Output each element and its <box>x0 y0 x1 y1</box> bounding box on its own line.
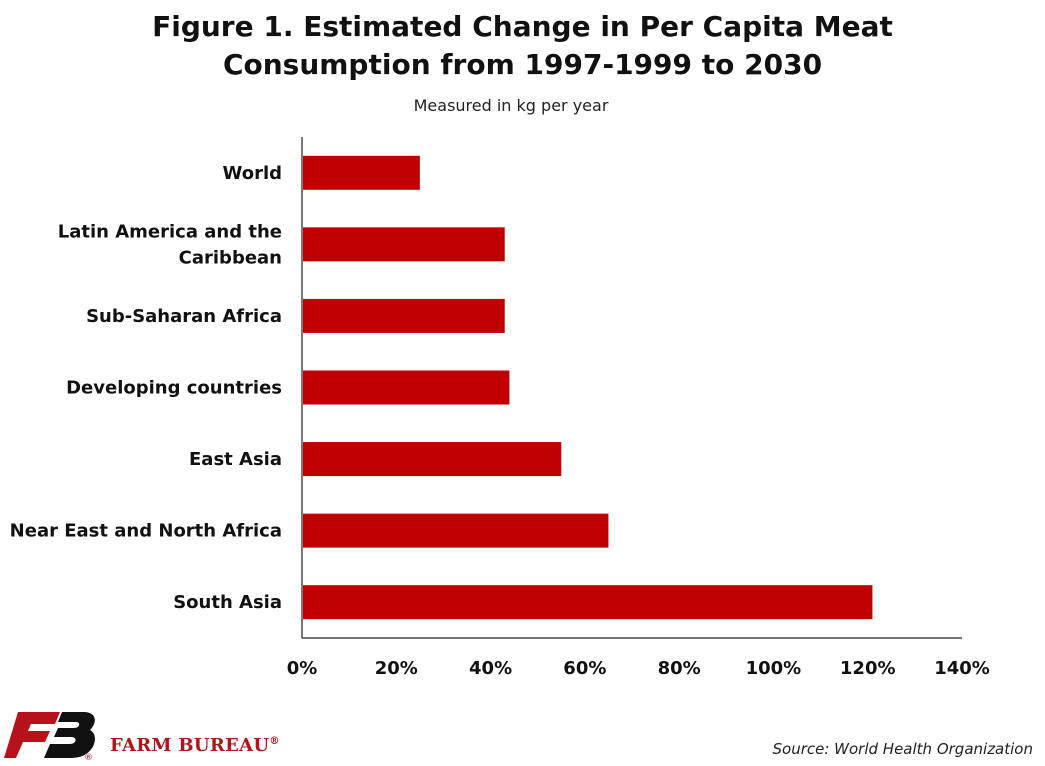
bar-3 <box>303 370 510 405</box>
bar-2 <box>303 298 505 333</box>
chart-title-line-1: Figure 1. Estimated Change in Per Capita… <box>152 10 893 43</box>
brand-registered-mark: ® <box>269 736 280 747</box>
category-label-0: World <box>222 163 282 184</box>
category-label-4-line-0: East Asia <box>189 449 282 470</box>
chart-subtitle: Measured in kg per year <box>413 96 609 115</box>
brand-name: FARM BUREAU® <box>110 735 280 756</box>
source-note: Source: World Health Organization <box>772 740 1034 758</box>
farm-bureau-logo: ® <box>4 712 95 762</box>
category-label-3-line-0: Developing countries <box>66 378 282 399</box>
bar-chart: World Latin America and the Caribbean Sub-S… <box>10 137 990 679</box>
category-label-0-line-0: World <box>222 163 282 184</box>
category-label-5: Near East and North Africa <box>10 521 282 542</box>
bar-4 <box>303 442 562 477</box>
bar-0 <box>303 155 420 190</box>
bar-5 <box>303 513 609 548</box>
category-label-4: East Asia <box>189 449 282 470</box>
category-label-2-line-0: Sub-Saharan Africa <box>86 306 282 327</box>
x-tick-label-7: 140% <box>934 658 990 679</box>
chart-title-line-2: Consumption from 1997-1999 to 2030 <box>222 48 823 81</box>
x-tick-label-3: 60% <box>563 658 606 679</box>
category-label-3: Developing countries <box>66 378 282 399</box>
bar-1 <box>303 227 505 262</box>
category-label-2: Sub-Saharan Africa <box>86 306 282 327</box>
x-tick-label-6: 120% <box>840 658 896 679</box>
category-label-1-line-1: Caribbean <box>179 247 282 268</box>
bar-6 <box>303 585 873 620</box>
svg-text:®: ® <box>84 753 93 762</box>
category-label-5-line-0: Near East and North Africa <box>10 521 282 542</box>
brand-name-text: FARM BUREAU <box>110 735 270 756</box>
category-label-6-line-0: South Asia <box>173 592 282 613</box>
category-label-1-line-0: Latin America and the <box>58 221 282 242</box>
x-tick-label-0: 0% <box>287 658 318 679</box>
x-tick-label-2: 40% <box>469 658 512 679</box>
chart-title: Figure 1. Estimated Change in Per Capita… <box>0 8 1045 84</box>
category-label-6: South Asia <box>173 592 282 613</box>
x-tick-label-4: 80% <box>658 658 701 679</box>
x-tick-label-5: 100% <box>746 658 802 679</box>
fb-logo-icon: ® <box>4 712 95 762</box>
x-tick-label-1: 20% <box>375 658 418 679</box>
category-label-1: Latin America and the Caribbean <box>58 221 282 268</box>
